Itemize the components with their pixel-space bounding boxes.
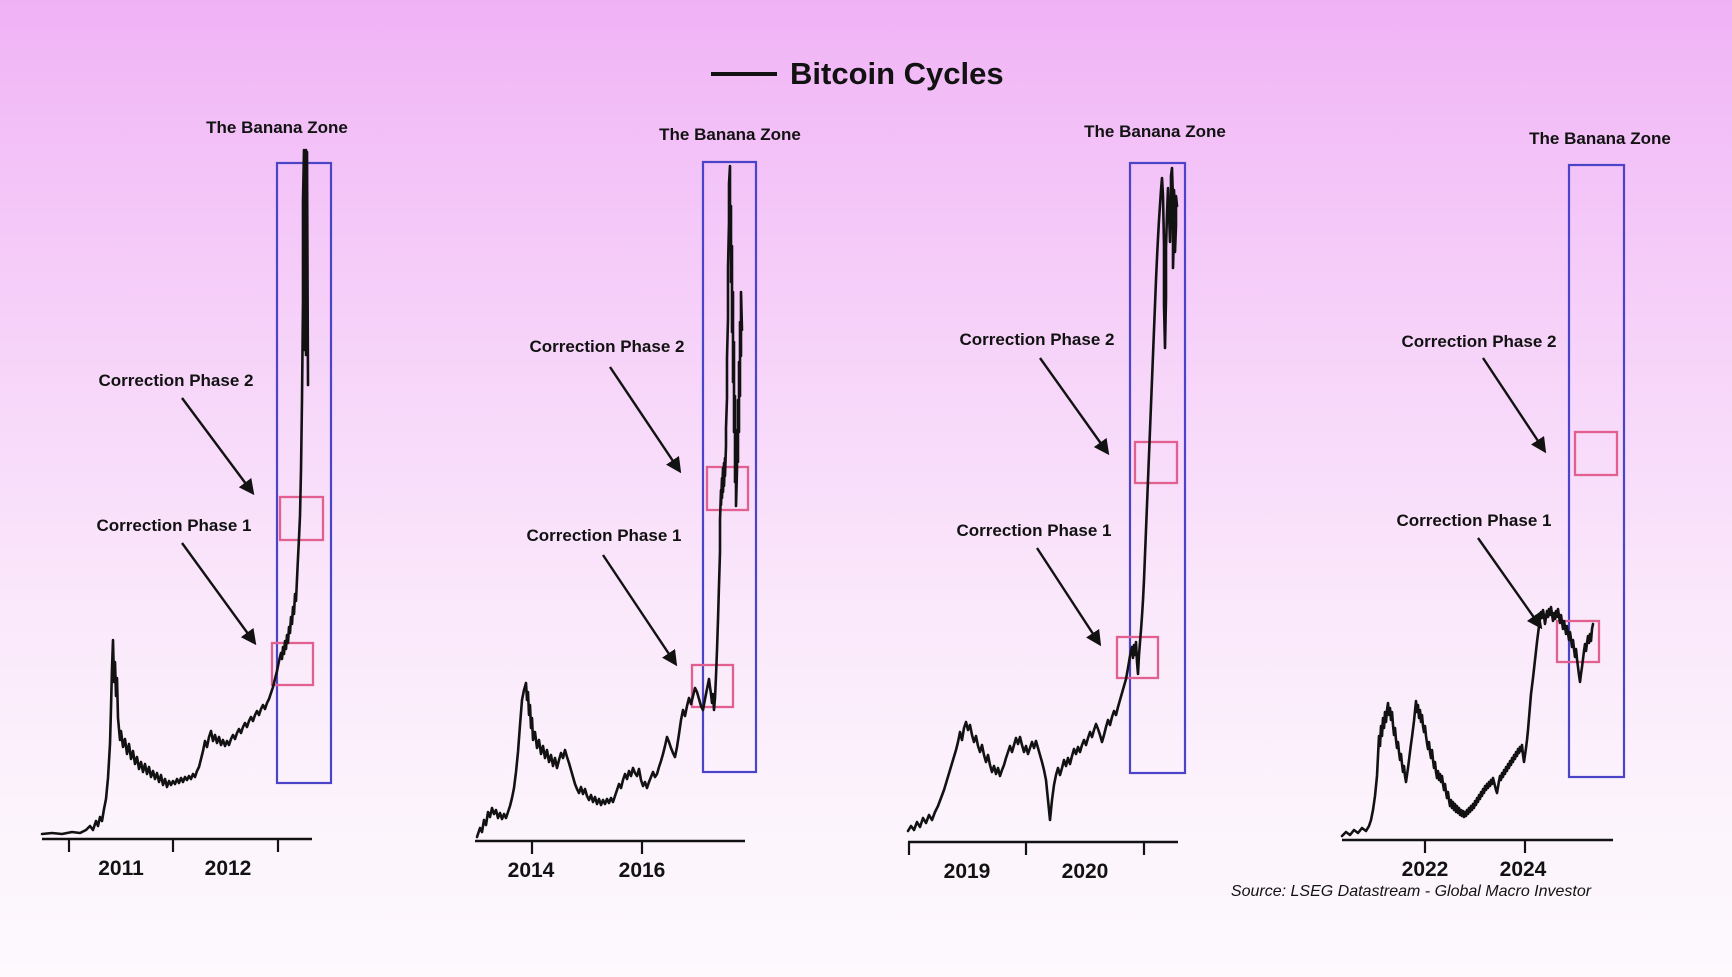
- year-label: 2011: [98, 857, 144, 880]
- banana-zone-label: The Banana Zone: [1084, 122, 1226, 141]
- correction-phase-2-arrow: [1481, 357, 1547, 454]
- correction-phase-1-label: Correction Phase 1: [1397, 511, 1552, 530]
- banana-zone-rect: [1567, 163, 1626, 779]
- correction-phase-1-arrow: [1035, 547, 1102, 647]
- correction-phase-2-label: Correction Phase 2: [960, 330, 1115, 349]
- price-line: [1340, 605, 1595, 838]
- correction-phase-2-box: [1133, 440, 1179, 485]
- correction-phase-2-arrow: [1039, 357, 1110, 456]
- chart-title-block: Bitcoin Cycles: [711, 56, 1004, 92]
- banana-zone-label: The Banana Zone: [206, 118, 348, 137]
- correction-phase-1-label: Correction Phase 1: [957, 521, 1112, 540]
- year-label: 2022: [1402, 858, 1449, 881]
- year-label: 2020: [1062, 860, 1109, 883]
- correction-phase-1-box: [270, 641, 315, 687]
- cycle-panel-cycle-3: 2019 2020 The Banana Zone Correction Phase …: [906, 122, 1226, 883]
- year-label: 2019: [944, 860, 991, 883]
- year-label: 2014: [508, 859, 555, 882]
- page-title: Bitcoin Cycles: [790, 56, 1004, 91]
- correction-phase-2-label: Correction Phase 2: [99, 371, 254, 390]
- correction-phase-2-label: Correction Phase 2: [530, 337, 685, 356]
- price-line: [40, 148, 310, 836]
- correction-phase-1-label: Correction Phase 1: [97, 516, 252, 535]
- price-line: [475, 164, 744, 839]
- price-line: [906, 166, 1179, 833]
- correction-phase-2-arrow: [181, 397, 255, 496]
- banana-zone-rect: [1128, 161, 1187, 775]
- cycle-panel-cycle-1: 2011 2012 The Banana Zone Correction Phase …: [40, 118, 348, 880]
- correction-phase-2-box: [705, 465, 750, 512]
- correction-phase-1-arrow: [181, 542, 257, 646]
- year-label: 2016: [619, 859, 666, 882]
- correction-phase-2-arrow: [609, 366, 682, 474]
- banana-zone-label: The Banana Zone: [1529, 129, 1671, 148]
- correction-phase-2-box: [1573, 430, 1619, 477]
- correction-phase-1-arrow: [602, 554, 678, 667]
- correction-phase-2-label: Correction Phase 2: [1402, 332, 1557, 351]
- correction-phase-1-label: Correction Phase 1: [527, 526, 682, 545]
- correction-phase-1-box: [1115, 635, 1160, 680]
- banana-zone-label: The Banana Zone: [659, 125, 801, 144]
- cycle-panel-cycle-4: 2022 2024 The Banana Zone Correction Phase …: [1340, 129, 1671, 881]
- correction-phase-1-box: [690, 663, 735, 709]
- year-label: 2012: [205, 857, 252, 880]
- legend-line-icon: [711, 72, 777, 76]
- cycle-panel-cycle-2: 2014 2016 The Banana Zone Correction Phase …: [475, 125, 801, 882]
- banana-zone-rect: [701, 160, 758, 774]
- year-label: 2024: [1500, 858, 1547, 881]
- correction-phase-1-arrow: [1477, 537, 1543, 630]
- source-attribution: Source: LSEG Datastream - Global Macro I…: [1230, 883, 1592, 900]
